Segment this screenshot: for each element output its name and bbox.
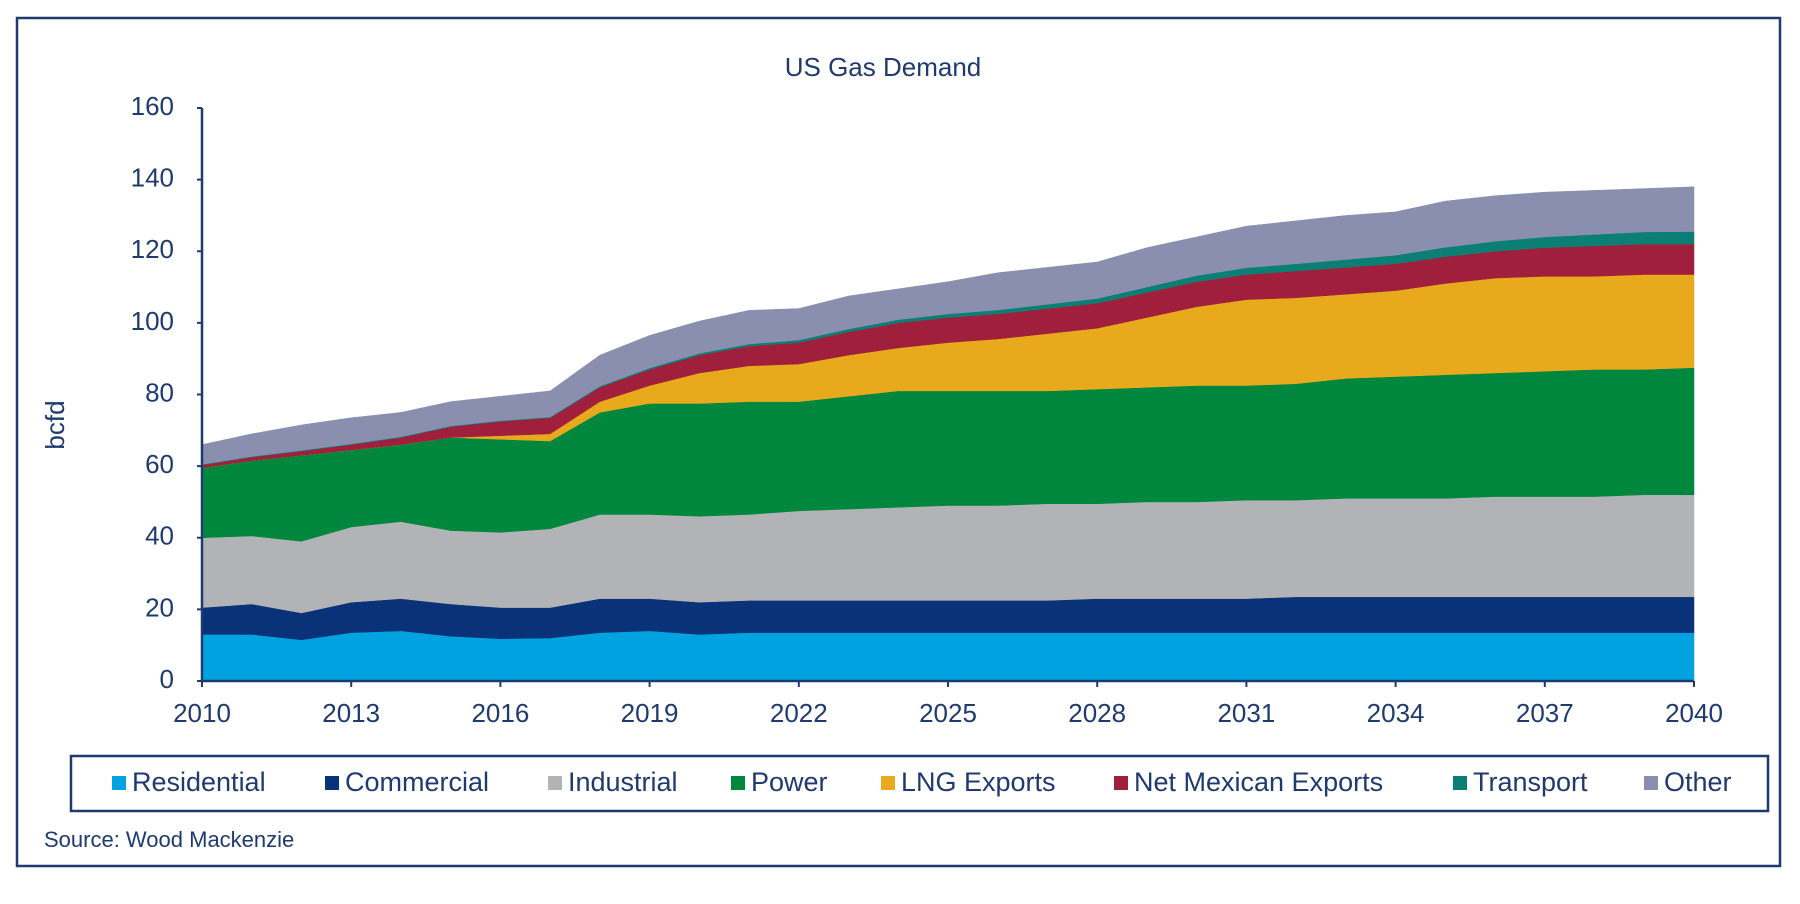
legend-label: Commercial <box>345 767 489 797</box>
chart-title: US Gas Demand <box>785 52 982 82</box>
legend-swatch <box>112 776 126 790</box>
x-tick-label: 2016 <box>471 698 529 728</box>
legend-label: LNG Exports <box>901 767 1056 797</box>
y-tick-label: 0 <box>160 664 174 694</box>
x-tick-label: 2037 <box>1516 698 1574 728</box>
x-tick-label: 2040 <box>1665 698 1723 728</box>
x-tick-label: 2034 <box>1367 698 1425 728</box>
y-tick-label: 40 <box>145 521 174 551</box>
legend-label: Transport <box>1473 767 1588 797</box>
legend-label: Other <box>1664 767 1732 797</box>
x-tick-label: 2019 <box>621 698 679 728</box>
y-axis-label: bcfd <box>40 400 70 449</box>
x-tick-label: 2031 <box>1217 698 1275 728</box>
y-tick-label: 120 <box>131 234 174 264</box>
legend-label: Power <box>751 767 828 797</box>
y-tick-label: 140 <box>131 163 174 193</box>
x-tick-label: 2022 <box>770 698 828 728</box>
legend-label: Industrial <box>568 767 678 797</box>
y-tick-label: 100 <box>131 306 174 336</box>
y-tick-label: 60 <box>145 449 174 479</box>
legend-swatch <box>325 776 339 790</box>
legend-swatch <box>548 776 562 790</box>
x-tick-label: 2028 <box>1068 698 1126 728</box>
legend-label: Residential <box>132 767 266 797</box>
legend-frame <box>69 754 1770 813</box>
x-tick-label: 2013 <box>322 698 380 728</box>
y-tick-label: 160 <box>131 91 174 121</box>
area-series <box>201 186 1695 465</box>
source-note: Source: Wood Mackenzie <box>44 827 294 852</box>
legend-swatch <box>1453 776 1467 790</box>
area-series <box>201 630 1695 682</box>
legend-swatch <box>881 776 895 790</box>
y-tick-label: 80 <box>145 377 174 407</box>
legend-swatch <box>731 776 745 790</box>
legend-label: Net Mexican Exports <box>1134 767 1383 797</box>
plot-areas <box>201 186 1695 682</box>
x-tick-label: 2010 <box>173 698 231 728</box>
y-tick-label: 20 <box>145 592 174 622</box>
legend-swatch <box>1644 776 1658 790</box>
legend-swatch <box>1114 776 1128 790</box>
x-tick-label: 2025 <box>919 698 977 728</box>
chart-frame <box>15 16 1782 868</box>
